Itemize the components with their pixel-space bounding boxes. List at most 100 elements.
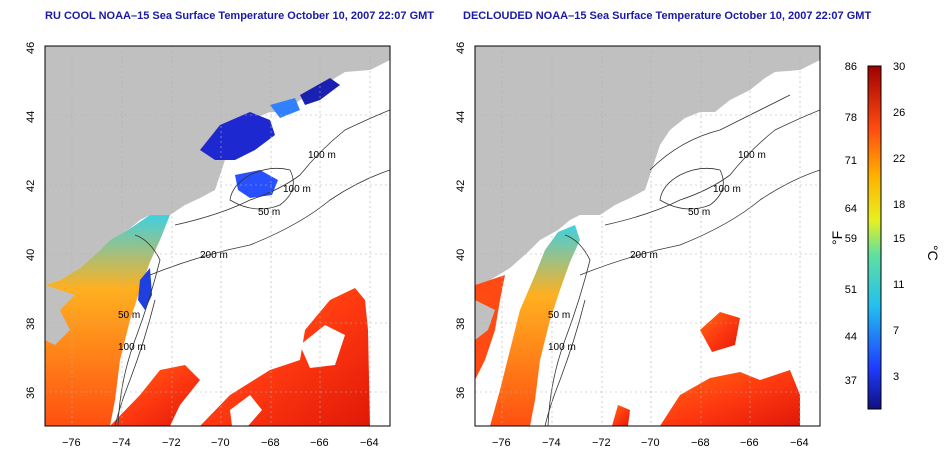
cb-tick-c: 26 bbox=[893, 107, 905, 119]
panel-title-declouded: DECLOUDED NOAA–15 Sea Surface Temperatur… bbox=[463, 10, 872, 22]
lon-tick: −66 bbox=[310, 437, 329, 449]
isobath-100m bbox=[174, 109, 390, 226]
cb-tick-c: 3 bbox=[893, 371, 899, 383]
estuary-land bbox=[45, 285, 75, 345]
lat-tick: 42 bbox=[25, 180, 37, 192]
colorbar-ticks-fahrenheit: 86 78 71 64 59 51 44 37 bbox=[845, 61, 857, 387]
cold-water-patch bbox=[200, 112, 275, 160]
cb-tick-f: 86 bbox=[845, 61, 857, 73]
panel-frame bbox=[474, 45, 821, 427]
contour-label-200m: 200 m bbox=[630, 250, 658, 261]
lat-axis: 46 44 42 40 38 36 bbox=[455, 42, 467, 399]
contour-label-100m: 100 m bbox=[548, 342, 576, 353]
cb-tick-f: 59 bbox=[845, 233, 857, 245]
colorbar-unit-celsius: °C bbox=[925, 245, 941, 261]
offshore-warm-water bbox=[200, 288, 370, 426]
lon-tick: −64 bbox=[360, 437, 379, 449]
isobath-shelf-edge bbox=[544, 299, 586, 426]
cb-tick-c: 30 bbox=[893, 61, 905, 73]
cb-tick-c: 22 bbox=[893, 153, 905, 165]
shelf-water bbox=[45, 215, 170, 426]
contour-label-50m: 50 m bbox=[688, 207, 710, 218]
cold-water-patch bbox=[235, 170, 278, 198]
cb-tick-f: 44 bbox=[845, 331, 857, 343]
lat-tick: 40 bbox=[455, 249, 467, 261]
isobath-georges bbox=[229, 167, 294, 210]
colorbar: 86 78 71 64 59 51 44 37 30 26 22 18 15 1… bbox=[829, 61, 941, 410]
cb-tick-c: 11 bbox=[893, 279, 904, 291]
cb-tick-f: 51 bbox=[845, 284, 857, 296]
lat-tick: 46 bbox=[455, 42, 467, 54]
lat-axis: 46 44 42 40 38 36 bbox=[25, 42, 37, 399]
graticule bbox=[45, 46, 390, 426]
lat-tick: 38 bbox=[25, 318, 37, 330]
lon-tick: −66 bbox=[740, 437, 759, 449]
map-panel-declouded: 100 m 100 m 50 m 200 m 50 m 100 m −76 −7… bbox=[455, 42, 821, 449]
offshore-warm-water bbox=[700, 312, 740, 352]
panel-frame bbox=[44, 45, 391, 427]
cb-tick-f: 71 bbox=[845, 155, 857, 167]
isobath-100m bbox=[604, 109, 820, 226]
lon-tick: −68 bbox=[261, 437, 280, 449]
map-panel-raw: 100 m 100 m 50 m 200 m 50 m 100 m −76 −7… bbox=[25, 42, 391, 449]
contour-label-50m: 50 m bbox=[118, 310, 140, 321]
lon-tick: −68 bbox=[691, 437, 710, 449]
isobath-200m bbox=[149, 169, 390, 276]
contour-label-100m: 100 m bbox=[308, 150, 336, 161]
estuary-land bbox=[475, 300, 495, 340]
lon-tick: −70 bbox=[211, 437, 230, 449]
land-mass bbox=[475, 46, 820, 285]
offshore-warm-water bbox=[612, 405, 630, 426]
coastal-warm-water bbox=[475, 275, 505, 380]
cb-tick-c: 15 bbox=[893, 233, 905, 245]
cb-tick-c: 7 bbox=[893, 325, 899, 337]
cold-water-patch bbox=[270, 98, 300, 118]
lat-tick: 38 bbox=[455, 318, 467, 330]
land-mass bbox=[45, 46, 390, 285]
lat-tick: 36 bbox=[25, 387, 37, 399]
cb-tick-f: 64 bbox=[845, 203, 857, 215]
graticule bbox=[475, 46, 820, 426]
lat-tick: 40 bbox=[25, 249, 37, 261]
colorbar-ticks-celsius: 30 26 22 18 15 11 7 3 bbox=[893, 61, 905, 383]
lat-tick: 42 bbox=[455, 180, 467, 192]
lon-axis: −76 −74 −72 −70 −68 −66 −64 bbox=[62, 437, 379, 449]
contour-label-50m: 50 m bbox=[548, 310, 570, 321]
lon-tick: −74 bbox=[112, 437, 131, 449]
colorbar-gradient bbox=[867, 65, 882, 410]
contour-label-200m: 200 m bbox=[200, 250, 228, 261]
cb-tick-c: 18 bbox=[893, 199, 905, 211]
lon-tick: −76 bbox=[492, 437, 511, 449]
contour-label-50m: 50 m bbox=[258, 207, 280, 218]
contour-label-100m: 100 m bbox=[738, 150, 766, 161]
isobath-50m bbox=[547, 234, 591, 426]
cloud-gap bbox=[230, 395, 262, 426]
lat-tick: 44 bbox=[455, 111, 467, 123]
isobath-gulf-of-maine bbox=[649, 94, 791, 171]
cb-tick-f: 78 bbox=[845, 112, 857, 124]
lat-tick: 36 bbox=[455, 387, 467, 399]
lat-tick: 46 bbox=[25, 42, 37, 54]
lon-tick: −74 bbox=[542, 437, 561, 449]
panel-title-raw: RU COOL NOAA–15 Sea Surface Temperature … bbox=[45, 10, 435, 22]
lon-tick: −64 bbox=[790, 437, 809, 449]
isobath-200m bbox=[579, 169, 820, 276]
isobath-georges bbox=[659, 167, 724, 210]
lon-axis: −76 −74 −72 −70 −68 −66 −64 bbox=[492, 437, 809, 449]
lon-tick: −76 bbox=[62, 437, 81, 449]
contour-label-100m: 100 m bbox=[713, 184, 741, 195]
contour-label-100m: 100 m bbox=[283, 184, 311, 195]
shelf-water bbox=[490, 225, 580, 426]
cb-tick-f: 37 bbox=[845, 375, 857, 387]
offshore-warm-water bbox=[110, 365, 200, 426]
cloud-gap bbox=[300, 325, 345, 368]
lon-tick: −72 bbox=[592, 437, 611, 449]
lon-tick: −70 bbox=[641, 437, 660, 449]
offshore-warm-water bbox=[660, 370, 800, 426]
contour-label-100m: 100 m bbox=[118, 342, 146, 353]
isobath-50m bbox=[117, 234, 161, 426]
lat-tick: 44 bbox=[25, 111, 37, 123]
lon-tick: −72 bbox=[162, 437, 181, 449]
colorbar-unit-fahrenheit: °F bbox=[829, 231, 845, 245]
